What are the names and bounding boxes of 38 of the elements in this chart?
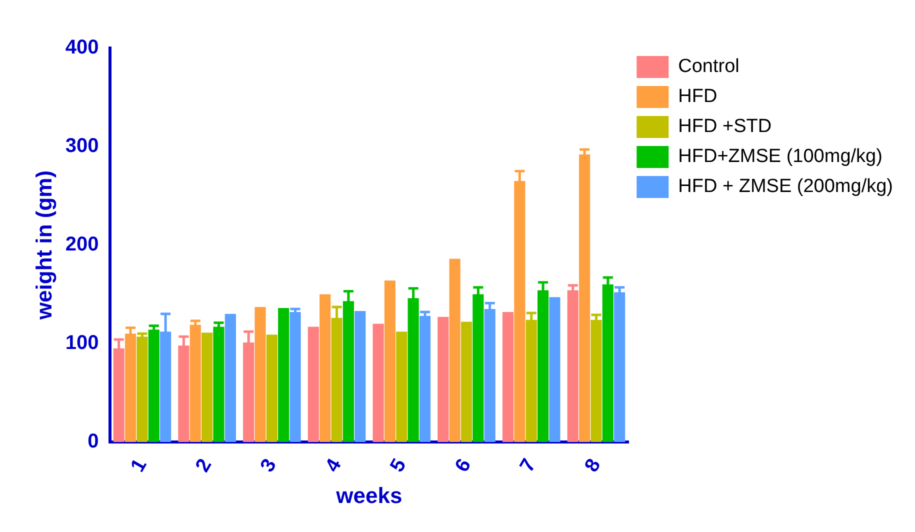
x-tick-label: 1 xyxy=(126,455,152,476)
legend-label: HFD + ZMSE (200mg/kg) xyxy=(678,176,894,198)
bar xyxy=(396,332,408,442)
x-axis-title: weeks xyxy=(335,482,402,508)
bar xyxy=(254,307,266,442)
bar xyxy=(278,308,290,442)
y-axis-title: weight in (gm) xyxy=(31,170,56,321)
bar xyxy=(290,312,301,442)
bar xyxy=(438,316,449,442)
bar xyxy=(502,312,514,442)
bar xyxy=(202,332,213,442)
legend-label: HFD xyxy=(678,86,718,108)
bar xyxy=(266,334,278,442)
bar xyxy=(549,297,560,442)
y-tick-label: 100 xyxy=(65,332,99,354)
x-tick-label: 6 xyxy=(450,455,476,476)
legend-label: HFD +STD xyxy=(678,116,772,138)
y-tick-label: 0 xyxy=(88,430,99,452)
y-tick-label: 300 xyxy=(65,135,99,158)
x-tick-label: 7 xyxy=(516,455,540,476)
bar xyxy=(372,324,384,442)
x-tick-label: 2 xyxy=(192,455,216,476)
x-tick-label: 4 xyxy=(321,454,346,476)
bar xyxy=(354,310,366,442)
bar xyxy=(449,258,460,442)
y-tick-label: 400 xyxy=(65,36,99,59)
bar xyxy=(308,326,319,442)
bar xyxy=(224,314,236,442)
bar xyxy=(320,294,331,442)
bar xyxy=(136,336,148,442)
bar xyxy=(384,280,396,442)
x-tick-label: 3 xyxy=(256,455,282,476)
legend-label: Control xyxy=(678,56,740,78)
x-tick-label: 8 xyxy=(580,455,606,476)
legend-label: HFD+ZMSE (100mg/kg) xyxy=(678,146,882,168)
y-tick-label: 200 xyxy=(65,234,99,256)
x-tick-label: 5 xyxy=(386,455,411,476)
bar xyxy=(460,322,472,442)
